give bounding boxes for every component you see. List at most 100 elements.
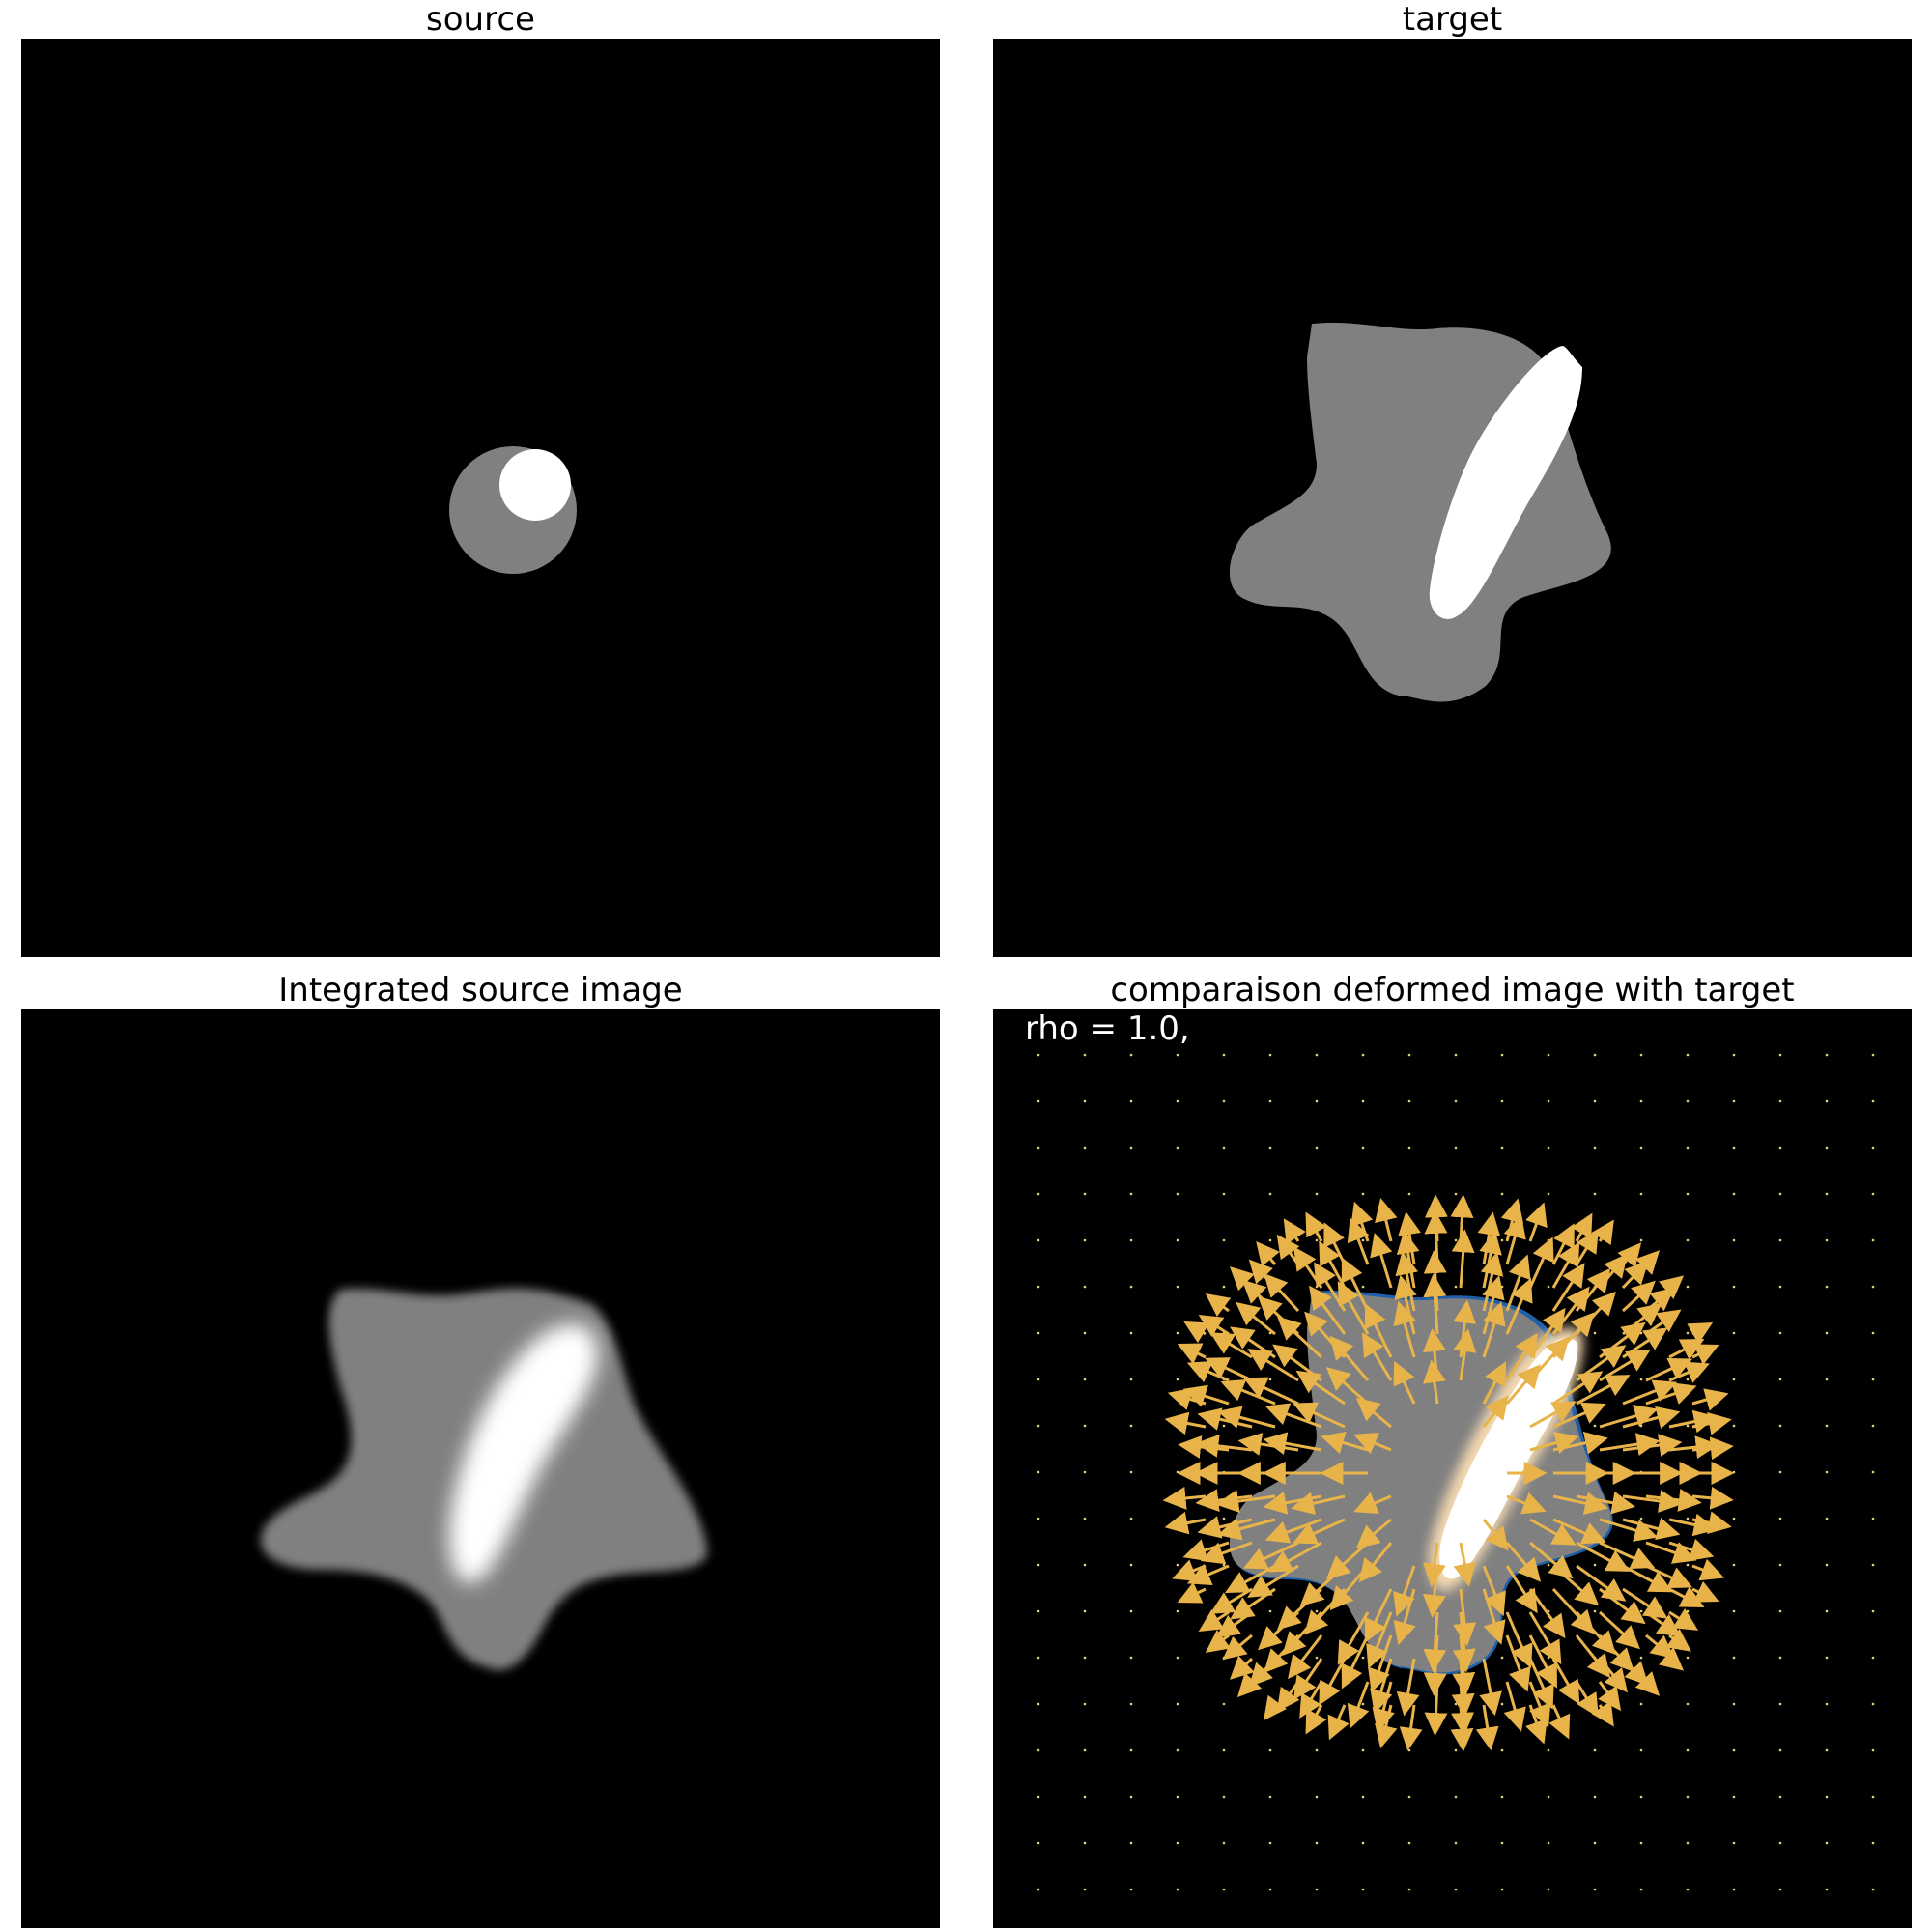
grid-dot: [1825, 1238, 1829, 1242]
displacement-arrow: [1529, 1518, 1577, 1546]
grid-dot: [1825, 1146, 1829, 1150]
grid-dot: [1639, 1238, 1643, 1242]
grid-dot: [1176, 1748, 1179, 1752]
displacement-arrow: [1293, 1518, 1346, 1545]
displacement-arrow: [1370, 1233, 1393, 1289]
grid-dot: [1732, 1053, 1736, 1057]
displacement-arrow: [1396, 1658, 1420, 1717]
grid-dot: [1500, 1285, 1504, 1289]
grid-dot: [1639, 1702, 1643, 1706]
grid-dot: [1732, 1192, 1736, 1196]
displacement-arrow: [1525, 1202, 1548, 1242]
grid-dot: [1778, 1748, 1782, 1752]
displacement-arrow: [1329, 1335, 1370, 1381]
comparison-vector-field: [1162, 1194, 1735, 1752]
displacement-arrow: [1645, 1357, 1693, 1382]
displacement-arrow: [1503, 1681, 1526, 1732]
grid-dot: [1547, 1238, 1550, 1242]
displacement-arrow: [1505, 1254, 1531, 1312]
grid-dot: [1037, 1517, 1040, 1520]
grid-dot: [1500, 1888, 1504, 1891]
displacement-arrow: [1505, 1634, 1531, 1692]
grid-dot: [1268, 1285, 1272, 1289]
displacement-arrow: [1598, 1253, 1629, 1289]
displacement-arrow: [1293, 1402, 1346, 1429]
displacement-arrow: [1691, 1411, 1732, 1435]
displacement-arrow: [1198, 1608, 1230, 1632]
displacement-arrow: [1668, 1538, 1715, 1561]
grid-dot: [1176, 1285, 1179, 1289]
displacement-arrow: [1505, 1611, 1533, 1669]
grid-dot: [1732, 1331, 1736, 1335]
grid-dot: [1407, 1053, 1411, 1057]
displacement-arrow: [1552, 1518, 1606, 1545]
grid-dot: [1547, 1563, 1550, 1567]
displacement-arrow: [1668, 1361, 1710, 1383]
grid-dot: [1361, 1841, 1365, 1845]
comparison-white-ellipse: [1439, 1338, 1578, 1579]
displacement-arrow: [1236, 1301, 1276, 1336]
displacement-arrow: [1591, 1700, 1614, 1727]
grid-dot: [1500, 1053, 1504, 1057]
grid-dot: [1454, 1285, 1458, 1289]
displacement-arrow: [1424, 1681, 1448, 1737]
displacement-arrow: [1299, 1681, 1323, 1719]
grid-dot: [1454, 1238, 1458, 1242]
displacement-arrow: [1599, 1321, 1646, 1359]
grid-dot: [1083, 1285, 1087, 1289]
displacement-arrow: [1525, 1704, 1548, 1745]
grid-dot: [1268, 1378, 1272, 1381]
displacement-arrow: [1691, 1558, 1725, 1581]
grid-dot: [1732, 1841, 1736, 1845]
grid-dot: [1825, 1331, 1829, 1335]
grid-dot: [1268, 1238, 1272, 1242]
grid-dot: [1129, 1841, 1133, 1845]
grid-dot: [1547, 1285, 1550, 1289]
grid-dot: [1639, 1517, 1643, 1520]
displacement-arrow: [1479, 1658, 1502, 1717]
grid-dot: [1686, 1192, 1690, 1196]
displacement-arrow: [1355, 1397, 1392, 1429]
grid-dot: [1315, 1238, 1319, 1242]
displacement-arrow: [1453, 1542, 1477, 1587]
grid-dot: [1407, 1146, 1411, 1150]
grid-dot: [1593, 1053, 1597, 1057]
displacement-arrow: [1552, 1431, 1608, 1455]
grid-dot: [1129, 1517, 1133, 1520]
displacement-arrow: [1506, 1492, 1547, 1515]
displacement-arrow: [1528, 1658, 1554, 1710]
grid-dot: [1454, 1888, 1458, 1891]
grid-dot: [1407, 1192, 1411, 1196]
grid-dot: [1361, 1285, 1365, 1289]
grid-dot: [1037, 1795, 1040, 1799]
grid-dot: [1825, 1795, 1829, 1799]
grid-dot: [1778, 1795, 1782, 1799]
displacement-arrow: [1634, 1250, 1661, 1275]
grid-dot: [1176, 1378, 1179, 1381]
grid-dot: [1639, 1192, 1643, 1196]
displacement-arrow: [1341, 1634, 1370, 1690]
grid-dot: [1268, 1795, 1272, 1799]
grid-dot: [1083, 1470, 1087, 1474]
grid-dot: [1037, 1563, 1040, 1567]
grid-dot: [1500, 1841, 1504, 1845]
grid-dot: [1222, 1748, 1226, 1752]
grid-dot: [1732, 1378, 1736, 1381]
grid-dot: [1222, 1888, 1226, 1891]
grid-dot: [1871, 1888, 1875, 1891]
grid-dot: [1176, 1053, 1179, 1057]
displacement-arrow: [1548, 1704, 1571, 1740]
displacement-arrow: [1599, 1518, 1659, 1542]
displacement-arrow: [1453, 1588, 1477, 1647]
grid-dot: [1083, 1795, 1087, 1799]
grid-dot: [1500, 1795, 1504, 1799]
grid-dot: [1129, 1795, 1133, 1799]
displacement-arrow: [1299, 1564, 1347, 1606]
displacement-arrow: [1305, 1704, 1327, 1735]
displacement-arrow: [1423, 1273, 1447, 1335]
displacement-arrow: [1691, 1344, 1719, 1366]
grid-dot: [1361, 1748, 1365, 1752]
grid-dot: [1315, 1053, 1319, 1057]
grid-dot: [1268, 1192, 1272, 1196]
grid-dot: [1083, 1748, 1087, 1752]
